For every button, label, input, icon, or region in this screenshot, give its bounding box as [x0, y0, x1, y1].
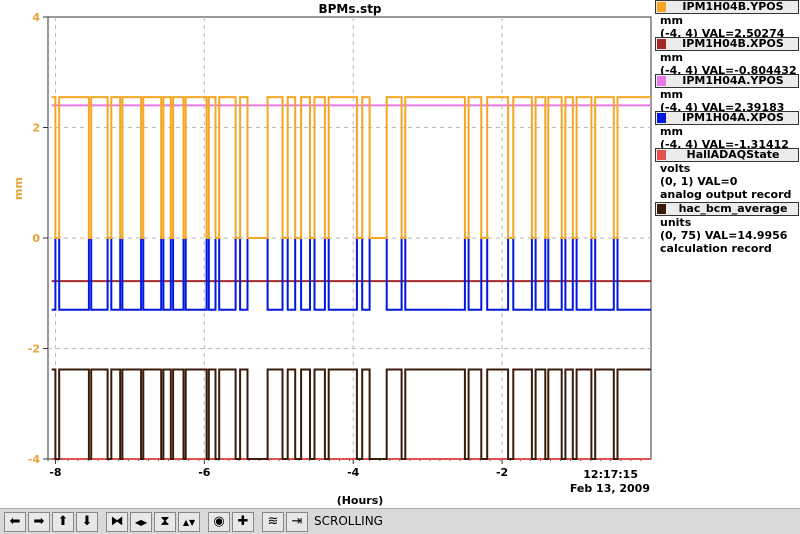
x-tick-label: -6 — [198, 466, 211, 479]
y-tick-label: -4 — [28, 453, 41, 466]
y-tick-label: 4 — [32, 11, 40, 24]
x-tick-label: -4 — [347, 466, 360, 479]
zoom-out-y-button[interactable]: ▲▼ — [178, 512, 200, 532]
y-tick-label: -2 — [28, 343, 40, 356]
auto-scale-button[interactable]: ◉ — [208, 512, 230, 532]
legend-swatch — [657, 39, 666, 49]
zoom-in-x-icon: ⧓ — [110, 514, 124, 529]
legend-series-name: IPM1H04A.YPOS — [682, 74, 784, 87]
legend-value: (-4, 4) VAL=2.39183 — [660, 101, 785, 114]
series-line-hac_bcm_average — [51, 368, 651, 460]
legend-unit: mm — [660, 14, 683, 27]
zoom-out-y-icon: ▲▼ — [182, 518, 196, 527]
legend-value: (0, 1) VAL=0 — [660, 175, 738, 188]
y-tick-label: 0 — [32, 232, 40, 245]
scrolling-status: SCROLLING — [314, 514, 383, 528]
legend-record-type: calculation record — [660, 242, 772, 255]
legend-unit: mm — [660, 88, 683, 101]
scroll-left-button[interactable]: ⬅ — [4, 512, 26, 532]
y-axis-label: mm — [12, 177, 25, 200]
zoom-in-x-button[interactable]: ⧓ — [106, 512, 128, 532]
scroll-right-button[interactable]: ➡ — [28, 512, 50, 532]
down-arrow-icon: ⬇ — [81, 514, 93, 529]
legend-name-box[interactable]: IPM1H04B.YPOS — [655, 0, 799, 14]
y-tick-label: 2 — [32, 122, 40, 135]
current-date-label: Feb 13, 2009 — [569, 482, 650, 495]
legend-value: (0, 75) VAL=14.9956 — [660, 229, 788, 242]
wave-icon: ≋ — [267, 514, 279, 529]
jump-end-icon: ⇥ — [291, 514, 303, 529]
legend-value: (-4, 4) VAL=-0.804432 — [660, 64, 797, 77]
zoom-out-x-button[interactable]: ◀▶ — [130, 512, 152, 532]
zoom-out-x-icon: ◀▶ — [134, 518, 148, 527]
legend-series-name: HallADAQState — [686, 148, 780, 161]
jump-end-button[interactable]: ⇥ — [286, 512, 308, 532]
scroll-down-button[interactable]: ⬇ — [76, 512, 98, 532]
legend-swatch — [657, 76, 666, 86]
legend-swatch — [657, 113, 666, 123]
legend-name-box[interactable]: IPM1H04A.YPOS — [655, 74, 799, 88]
zoom-in-y-icon: ⧗ — [160, 514, 170, 529]
legend-swatch — [657, 2, 666, 12]
chart-title: BPMs.stp — [318, 2, 382, 16]
legend-name-box[interactable]: hac_bcm_average — [655, 202, 799, 216]
legend-swatch — [657, 150, 666, 160]
legend-unit: mm — [660, 125, 683, 138]
legend-record-type: analog output record — [660, 188, 792, 201]
current-time-label: 12:17:15 — [583, 468, 638, 481]
x-tick-label: -8 — [49, 466, 61, 479]
toolbar: SCROLLING ⬅ ➡ ⬆ ⬇ ⧓ ◀▶ ⧗ ▲▼ ◉ ✚ ≋ ⇥ — [0, 508, 800, 534]
legend-name-box[interactable]: HallADAQState — [655, 148, 799, 162]
x-tick-label: -2 — [496, 466, 508, 479]
reset-button[interactable]: ✚ — [232, 512, 254, 532]
up-arrow-icon: ⬆ — [57, 514, 69, 529]
chart-plot[interactable]: -8 -6 -4 -2 -4 -2 0 2 4 — [0, 0, 800, 508]
legend-unit: units — [660, 216, 692, 229]
zoom-in-y-button[interactable]: ⧗ — [154, 512, 176, 532]
legend-unit: mm — [660, 51, 683, 64]
legend-swatch — [657, 204, 666, 214]
legend-value: (-4, 4) VAL=2.50274 — [660, 27, 785, 40]
legend-name-box[interactable]: IPM1H04B.XPOS — [655, 37, 799, 51]
right-arrow-icon: ➡ — [33, 514, 45, 529]
style-button[interactable]: ≋ — [262, 512, 284, 532]
x-axis-label: (Hours) — [336, 494, 384, 507]
legend-series-name: IPM1H04B.YPOS — [682, 0, 784, 13]
left-arrow-icon: ⬅ — [9, 514, 21, 529]
plus-icon: ✚ — [237, 514, 249, 529]
legend-value: (-4, 4) VAL=-1.31412 — [660, 138, 789, 151]
legend-unit: volts — [660, 162, 691, 175]
legend-name-box[interactable]: IPM1H04A.XPOS — [655, 111, 799, 125]
legend-series-name: IPM1H04A.XPOS — [682, 111, 784, 124]
legend-series-name: hac_bcm_average — [678, 202, 788, 215]
series-line-IPM1H04B.YPOS — [51, 96, 651, 239]
scroll-up-button[interactable]: ⬆ — [52, 512, 74, 532]
target-icon: ◉ — [213, 514, 225, 529]
plot-frame — [47, 16, 652, 460]
legend-series-name: IPM1H04B.XPOS — [682, 37, 784, 50]
